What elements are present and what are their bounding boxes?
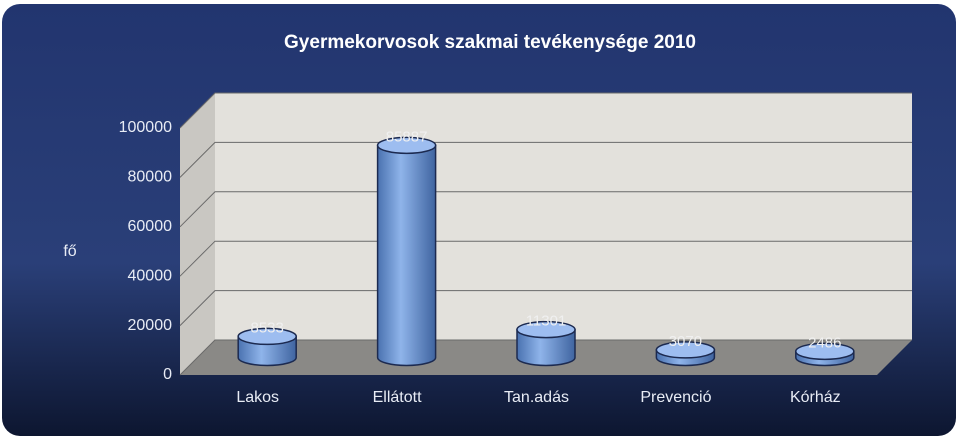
back-wall <box>215 93 912 340</box>
x-tick-label: Ellátott <box>373 389 422 406</box>
bar-top <box>516 320 576 339</box>
y-tick-label: 80000 <box>128 169 173 186</box>
bar <box>237 327 297 367</box>
bar-body <box>376 144 437 367</box>
grid-line <box>179 240 912 277</box>
y-tick-label: 100000 <box>119 119 172 136</box>
data-label: 2486 <box>808 334 841 351</box>
bar-body <box>516 328 576 367</box>
grid-line <box>179 141 912 178</box>
side-wall <box>180 93 215 375</box>
bar-top <box>376 136 437 155</box>
bar-top <box>655 341 716 359</box>
grid-line <box>179 339 912 376</box>
bar <box>376 136 437 367</box>
y-axis-title: fő <box>63 243 76 260</box>
x-tick-label: Kórház <box>790 389 841 406</box>
bar-top <box>237 327 297 346</box>
x-tick-label: Tan.adás <box>504 389 569 406</box>
grid-line <box>179 290 912 326</box>
y-tick-label: 20000 <box>128 317 173 334</box>
y-tick-label: 40000 <box>128 267 173 284</box>
data-label: 3070 <box>669 333 702 350</box>
bar-top <box>795 342 855 361</box>
grid-line <box>179 191 912 228</box>
x-tick-label: Prevenció <box>640 389 711 406</box>
data-label: 85887 <box>386 128 428 145</box>
bar <box>795 342 855 367</box>
data-label: 8533 <box>251 319 284 336</box>
x-tick-label: Lakos <box>236 389 279 406</box>
y-tick-label: 60000 <box>128 218 173 235</box>
grid-line <box>179 92 912 129</box>
data-label: 11301 <box>526 313 567 330</box>
y-tick-label: 0 <box>163 366 172 383</box>
chart-title: Gyermekorvosok szakmai tevékenysége 2010 <box>284 32 696 53</box>
bar <box>516 320 576 367</box>
bar <box>655 341 716 367</box>
